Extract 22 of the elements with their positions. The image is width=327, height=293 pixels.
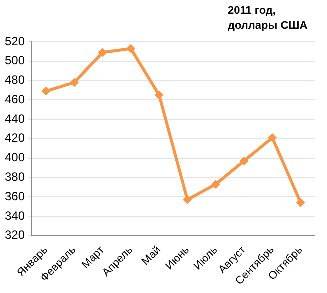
point	[183, 195, 192, 204]
y-tick-label: 340	[4, 208, 26, 223]
y-tick-label: 480	[4, 73, 26, 88]
point	[211, 180, 220, 189]
y-tick-label: 500	[4, 54, 26, 68]
point	[154, 90, 164, 100]
y-tick-label: 320	[4, 228, 26, 242]
y-tick-label: 400	[4, 150, 26, 165]
y-tick-label: 520	[4, 34, 26, 48]
y-tick-label: 420	[4, 131, 26, 146]
point	[296, 198, 306, 208]
y-tick-label: 360	[4, 189, 26, 204]
point	[98, 48, 108, 58]
point	[42, 86, 51, 96]
chart-title: 2011 год, доллары США	[228, 4, 309, 34]
point	[126, 44, 136, 54]
point	[268, 133, 278, 142]
y-tick-label: 440	[4, 112, 26, 126]
y-tick-label: 460	[4, 92, 26, 106]
point	[70, 78, 79, 88]
y-tick-label: 380	[4, 170, 26, 184]
point	[240, 156, 249, 166]
